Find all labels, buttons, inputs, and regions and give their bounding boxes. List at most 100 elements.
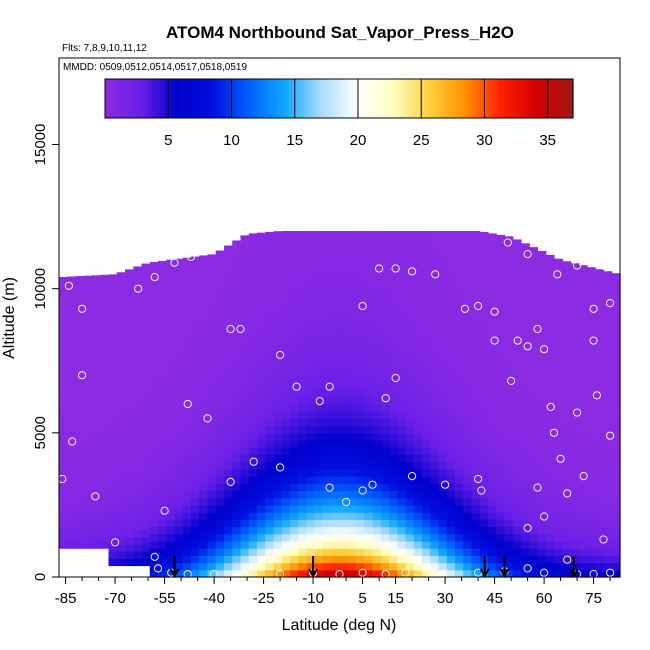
heatmap-cell [290, 497, 299, 506]
heatmap-cell [380, 259, 390, 268]
heatmap-cell [207, 454, 217, 463]
heatmap-cell [578, 295, 588, 304]
heatmap-cell [545, 411, 555, 420]
heatmap-cell [215, 476, 225, 484]
heatmap-cell [273, 396, 283, 405]
heatmap-cell [405, 396, 415, 405]
heatmap-cell [191, 256, 200, 261]
heatmap-cell [149, 367, 159, 376]
heatmap-cell [529, 468, 539, 477]
heatmap-cell [471, 339, 481, 347]
heatmap-cell [496, 490, 506, 499]
heatmap-cell [611, 281, 621, 290]
heatmap-cell [191, 490, 200, 499]
heatmap-cell [413, 295, 423, 304]
heatmap-cell [438, 360, 448, 369]
heatmap-cell [488, 512, 497, 520]
heatmap-cell [356, 468, 365, 477]
heatmap-cell [67, 331, 77, 340]
heatmap-cell [281, 259, 291, 268]
heatmap-cell [306, 346, 316, 355]
heatmap-cell [298, 310, 308, 319]
heatmap-cell [389, 540, 398, 549]
heatmap-cell [347, 317, 357, 326]
heatmap-cell [554, 389, 563, 398]
heatmap-cell [479, 411, 489, 420]
heatmap-cell [298, 317, 308, 326]
heatmap-cell [257, 324, 266, 333]
heatmap-cell [158, 382, 167, 391]
heatmap-cell [537, 454, 547, 463]
heatmap-cell [488, 367, 497, 376]
heatmap-cell [488, 555, 497, 564]
heatmap-cell [75, 425, 85, 434]
heatmap-cell [372, 555, 382, 564]
heatmap-cell [471, 497, 481, 506]
heatmap-cell [430, 288, 440, 297]
heatmap-cell [364, 519, 374, 528]
heatmap-cell [595, 346, 605, 355]
sample-point-marker [606, 299, 615, 308]
heatmap-cell [108, 313, 118, 321]
heatmap-cell [512, 548, 522, 556]
heatmap-cell [389, 353, 398, 362]
heatmap-cell [182, 497, 192, 506]
heatmap-cell [364, 367, 374, 376]
heatmap-cell [570, 476, 580, 484]
heatmap-cell [554, 331, 563, 340]
heatmap-cell [389, 454, 398, 463]
heatmap-cell [59, 389, 68, 398]
heatmap-cell [413, 447, 423, 456]
heatmap-cell [182, 555, 192, 564]
heatmap-cell [356, 440, 365, 448]
heatmap-cell [116, 515, 126, 523]
heatmap-cell [166, 555, 176, 564]
heatmap-cell [191, 425, 200, 434]
heatmap-cell [488, 303, 497, 311]
heatmap-cell [372, 447, 382, 456]
heatmap-cell [529, 562, 539, 571]
heatmap-cell [290, 346, 299, 355]
heatmap-cell [273, 404, 283, 412]
heatmap-cell [75, 440, 85, 448]
heatmap-cell [257, 526, 266, 535]
colorbar-segment [456, 79, 461, 118]
heatmap-cell [463, 425, 473, 434]
heatmap-cell [273, 468, 283, 477]
heatmap-cell [290, 360, 299, 369]
heatmap-cell [372, 331, 382, 340]
heatmap-cell [306, 483, 316, 492]
heatmap-cell [290, 310, 299, 319]
heatmap-cell [479, 324, 489, 333]
heatmap-cell [215, 324, 225, 333]
heatmap-cell [504, 259, 514, 268]
heatmap-cell [430, 331, 440, 340]
heatmap-cell [422, 548, 431, 556]
heatmap-cell [405, 512, 415, 520]
heatmap-cell [372, 468, 382, 477]
heatmap-cell [248, 389, 258, 398]
heatmap-cell [149, 288, 159, 297]
heatmap-cell [125, 385, 134, 394]
heatmap-cell [347, 497, 357, 506]
heatmap-cell [215, 526, 225, 535]
heatmap-cell [141, 385, 151, 394]
heatmap-cell [603, 331, 613, 340]
heatmap-cell [265, 533, 275, 542]
heatmap-cell [215, 555, 225, 564]
heatmap-cell [265, 411, 275, 420]
heatmap-cell [182, 447, 192, 456]
heatmap-cell [578, 375, 588, 383]
heatmap-cell [356, 425, 365, 434]
heatmap-cell [232, 440, 242, 448]
heatmap-cell [92, 375, 101, 383]
sample-point-marker [540, 568, 549, 577]
heatmap-cell [405, 555, 415, 564]
heatmap-cell [182, 548, 192, 556]
heatmap-cell [281, 389, 291, 398]
heatmap-cell [446, 367, 456, 376]
colorbar-segment [506, 79, 512, 118]
heatmap-cell [306, 259, 316, 268]
heatmap-cell [232, 461, 242, 470]
heatmap-cell [290, 526, 299, 535]
